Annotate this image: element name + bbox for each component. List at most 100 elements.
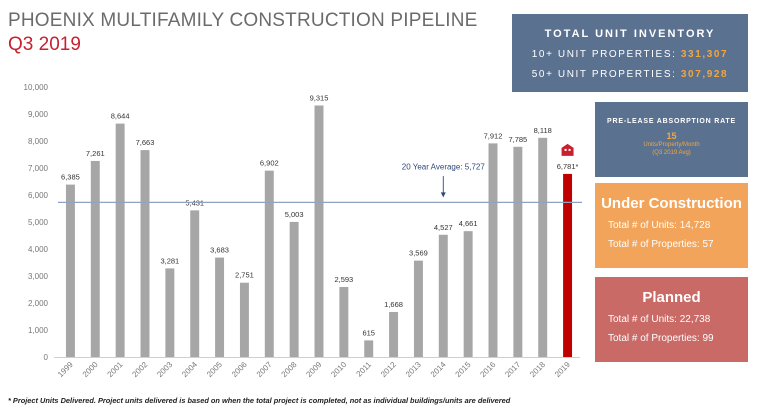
y-tick-label: 0 bbox=[44, 353, 49, 362]
y-tick-label: 2,000 bbox=[28, 299, 49, 308]
data-label: 8,644 bbox=[111, 112, 130, 121]
y-tick-label: 8,000 bbox=[28, 137, 49, 146]
data-label: 6,902 bbox=[260, 159, 279, 168]
data-label: 6,781* bbox=[557, 162, 579, 171]
page-title: PHOENIX MULTIFAMILY CONSTRUCTION PIPELIN… bbox=[8, 10, 478, 31]
data-label: 4,527 bbox=[434, 223, 453, 232]
inventory-row-label: 10+ UNIT PROPERTIES: bbox=[531, 49, 677, 60]
bar bbox=[65, 184, 75, 357]
x-tick-label: 2006 bbox=[230, 360, 249, 379]
x-tick-label: 1999 bbox=[56, 360, 75, 379]
inventory-row-value: 331,307 bbox=[680, 49, 729, 60]
building-logo-window bbox=[568, 148, 571, 151]
x-tick-label: 2003 bbox=[155, 360, 174, 379]
absorption-value: 15 bbox=[666, 131, 677, 141]
x-tick-label: 2001 bbox=[106, 360, 125, 379]
data-label: 5,003 bbox=[285, 210, 304, 219]
inventory-row-value: 307,928 bbox=[680, 69, 729, 80]
data-label: 1,668 bbox=[384, 300, 403, 309]
bar bbox=[538, 137, 548, 357]
bar bbox=[314, 105, 324, 358]
bar bbox=[115, 123, 125, 357]
absorption-title: PRE-LEASE ABSORPTION RATE bbox=[607, 118, 736, 125]
x-tick-label: 2012 bbox=[379, 360, 398, 379]
planned-title: Planned bbox=[642, 289, 701, 306]
bar bbox=[239, 282, 249, 357]
x-tick-label: 2018 bbox=[528, 360, 547, 379]
data-label: 2,751 bbox=[235, 271, 254, 280]
x-tick-label: 2019 bbox=[553, 360, 572, 379]
bar bbox=[364, 340, 374, 357]
inventory-row-50plus: 50+ UNIT PROPERTIES: 307,928 bbox=[512, 69, 748, 80]
planned-units: Total # of Units: 22,738 bbox=[608, 314, 711, 325]
absorption-period: (Q3 2019 Avg) bbox=[652, 150, 691, 156]
y-tick-label: 10,000 bbox=[24, 83, 49, 92]
bar bbox=[513, 146, 523, 357]
x-tick-label: 2004 bbox=[180, 360, 199, 379]
data-label: 615 bbox=[362, 328, 375, 337]
x-tick-label: 2011 bbox=[355, 360, 374, 379]
y-tick-label: 3,000 bbox=[28, 272, 49, 281]
bar bbox=[563, 173, 573, 357]
bar bbox=[389, 311, 399, 357]
bar bbox=[190, 210, 200, 357]
bar bbox=[289, 221, 299, 357]
total-unit-inventory-panel: TOTAL UNIT INVENTORY 10+ UNIT PROPERTIES… bbox=[512, 14, 748, 92]
x-tick-label: 2007 bbox=[255, 360, 274, 379]
under-construction-properties: Total # of Properties: 57 bbox=[608, 239, 714, 250]
planned-properties: Total # of Properties: 99 bbox=[608, 333, 714, 344]
data-label: 9,315 bbox=[310, 93, 329, 102]
planned-panel: Planned Total # of Units: 22,738 Total #… bbox=[595, 277, 748, 362]
footnote: * Project Units Delivered. Project units… bbox=[8, 396, 511, 405]
y-tick-label: 6,000 bbox=[28, 191, 49, 200]
x-tick-label: 2005 bbox=[205, 360, 224, 379]
bar bbox=[488, 143, 498, 357]
x-tick-label: 2014 bbox=[429, 360, 448, 379]
building-logo-window bbox=[564, 148, 567, 151]
bar bbox=[339, 286, 349, 357]
under-construction-title: Under Construction bbox=[601, 195, 742, 212]
x-tick-label: 2017 bbox=[503, 360, 522, 379]
bar bbox=[215, 257, 225, 357]
absorption-rate-panel: PRE-LEASE ABSORPTION RATE 15 Units/Prope… bbox=[595, 102, 748, 177]
under-construction-panel: Under Construction Total # of Units: 14,… bbox=[595, 183, 748, 268]
y-tick-label: 1,000 bbox=[28, 326, 49, 335]
bar bbox=[463, 231, 473, 357]
building-logo-icon bbox=[561, 143, 574, 156]
inventory-row-10plus: 10+ UNIT PROPERTIES: 331,307 bbox=[512, 49, 748, 60]
page-subtitle: Q3 2019 bbox=[8, 34, 81, 55]
under-construction-units: Total # of Units: 14,728 bbox=[608, 220, 711, 231]
data-label: 3,683 bbox=[210, 246, 229, 255]
y-tick-label: 4,000 bbox=[28, 245, 49, 254]
x-tick-label: 2008 bbox=[280, 360, 299, 379]
x-tick-label: 2013 bbox=[404, 360, 423, 379]
bar bbox=[165, 268, 175, 357]
bar bbox=[438, 234, 448, 357]
y-tick-label: 5,000 bbox=[28, 218, 49, 227]
data-label: 6,385 bbox=[61, 173, 80, 182]
bar bbox=[264, 170, 274, 357]
x-tick-label: 2010 bbox=[329, 360, 348, 379]
bar-chart: 0 1,000 2,000 3,000 4,000 5,000 6,000 7,000 8,00… bbox=[24, 83, 582, 379]
x-tick-label: 2015 bbox=[454, 360, 473, 379]
data-label: 3,569 bbox=[409, 249, 428, 258]
data-label: 2,593 bbox=[334, 275, 353, 284]
data-label: 3,281 bbox=[160, 256, 179, 265]
data-label: 7,261 bbox=[86, 149, 105, 158]
average-label: 20 Year Average: 5,727 bbox=[402, 162, 486, 171]
bar bbox=[413, 260, 423, 357]
x-tick-label: 2009 bbox=[304, 360, 323, 379]
data-label: 4,661 bbox=[459, 219, 478, 228]
x-tick-label: 2000 bbox=[81, 360, 100, 379]
y-tick-label: 7,000 bbox=[28, 164, 49, 173]
x-tick-label: 2002 bbox=[130, 360, 149, 379]
data-label: 7,912 bbox=[484, 131, 503, 140]
data-label: 8,118 bbox=[534, 126, 552, 135]
data-label: 7,663 bbox=[136, 138, 155, 147]
data-label: 7,785 bbox=[508, 135, 527, 144]
inventory-row-label: 50+ UNIT PROPERTIES: bbox=[531, 69, 677, 80]
bar bbox=[140, 150, 150, 357]
absorption-units: Units/Property/Month bbox=[643, 142, 700, 148]
x-tick-label: 2016 bbox=[478, 360, 497, 379]
y-tick-label: 9,000 bbox=[28, 110, 49, 119]
